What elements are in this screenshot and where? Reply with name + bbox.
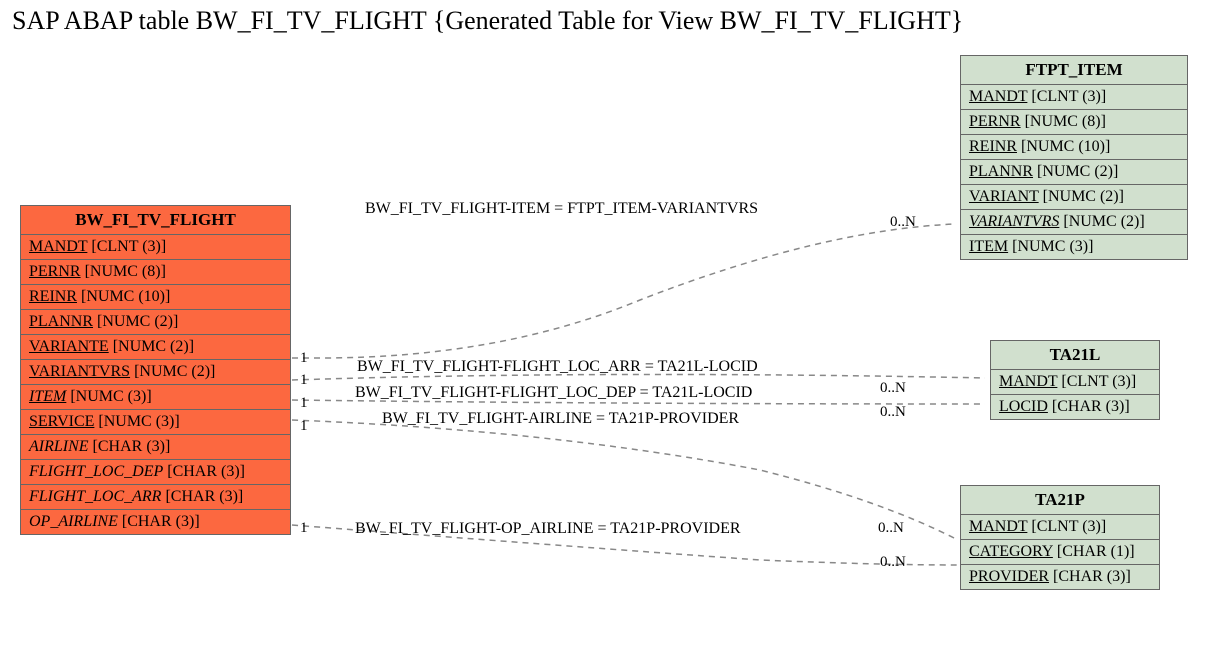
cardinality-left: 1: [300, 520, 308, 537]
relation-label: BW_FI_TV_FLIGHT-ITEM = FTPT_ITEM-VARIANT…: [365, 200, 758, 218]
entity-field: PERNR [NUMC (8)]: [21, 260, 290, 285]
field-name: VARIANTE: [29, 338, 109, 355]
field-name: PLANNR: [969, 163, 1033, 180]
entity-field: FLIGHT_LOC_DEP [CHAR (3)]: [21, 460, 290, 485]
entity-ta21l: TA21LMANDT [CLNT (3)]LOCID [CHAR (3)]: [990, 340, 1160, 420]
field-name: PERNR: [969, 113, 1021, 130]
field-type: [CHAR (3)]: [161, 488, 243, 505]
field-type: [CHAR (3)]: [118, 513, 200, 530]
field-name: MANDT: [969, 518, 1027, 535]
entity-header: FTPT_ITEM: [961, 56, 1187, 85]
field-name: REINR: [29, 288, 77, 305]
entity-field: LOCID [CHAR (3)]: [991, 395, 1159, 419]
field-type: [NUMC (2)]: [1033, 163, 1118, 180]
field-name: MANDT: [969, 88, 1027, 105]
page-title: SAP ABAP table BW_FI_TV_FLIGHT {Generate…: [12, 6, 963, 36]
relation-label: BW_FI_TV_FLIGHT-AIRLINE = TA21P-PROVIDER: [382, 410, 739, 428]
entity-field: AIRLINE [CHAR (3)]: [21, 435, 290, 460]
entity-ftpt-item: FTPT_ITEMMANDT [CLNT (3)]PERNR [NUMC (8)…: [960, 55, 1188, 260]
field-type: [NUMC (8)]: [1021, 113, 1106, 130]
entity-header: TA21P: [961, 486, 1159, 515]
cardinality-right: 0..N: [890, 214, 916, 231]
entity-field: PLANNR [NUMC (2)]: [961, 160, 1187, 185]
field-name: AIRLINE: [29, 438, 89, 455]
field-name: CATEGORY: [969, 543, 1053, 560]
field-type: [CLNT (3)]: [1027, 518, 1106, 535]
entity-field: FLIGHT_LOC_ARR [CHAR (3)]: [21, 485, 290, 510]
entity-field: ITEM [NUMC (3)]: [961, 235, 1187, 259]
cardinality-left: 1: [300, 395, 308, 412]
field-name: REINR: [969, 138, 1017, 155]
field-name: ITEM: [29, 388, 66, 405]
field-type: [CHAR (1)]: [1053, 543, 1135, 560]
entity-ta21p: TA21PMANDT [CLNT (3)]CATEGORY [CHAR (1)]…: [960, 485, 1160, 590]
field-type: [CHAR (3)]: [89, 438, 171, 455]
entity-field: PLANNR [NUMC (2)]: [21, 310, 290, 335]
cardinality-right: 0..N: [878, 520, 904, 537]
entity-field: REINR [NUMC (10)]: [21, 285, 290, 310]
cardinality-right: 0..N: [880, 554, 906, 571]
field-type: [NUMC (2)]: [1039, 188, 1124, 205]
entity-field: MANDT [CLNT (3)]: [991, 370, 1159, 395]
field-name: VARIANT: [969, 188, 1039, 205]
field-type: [NUMC (10)]: [1017, 138, 1110, 155]
field-type: [NUMC (2)]: [130, 363, 215, 380]
field-name: VARIANTVRS: [969, 213, 1059, 230]
field-type: [CLNT (3)]: [1057, 373, 1136, 390]
field-type: [NUMC (8)]: [81, 263, 166, 280]
entity-field: REINR [NUMC (10)]: [961, 135, 1187, 160]
field-name: SERVICE: [29, 413, 94, 430]
field-name: LOCID: [999, 398, 1048, 415]
entity-field: VARIANTVRS [NUMC (2)]: [21, 360, 290, 385]
field-type: [CHAR (3)]: [163, 463, 245, 480]
entity-field: VARIANTVRS [NUMC (2)]: [961, 210, 1187, 235]
field-type: [NUMC (3)]: [66, 388, 151, 405]
entity-field: VARIANTE [NUMC (2)]: [21, 335, 290, 360]
relation-label: BW_FI_TV_FLIGHT-OP_AIRLINE = TA21P-PROVI…: [355, 520, 741, 538]
entity-field: MANDT [CLNT (3)]: [961, 515, 1159, 540]
cardinality-right: 0..N: [880, 404, 906, 421]
entity-field: ITEM [NUMC (3)]: [21, 385, 290, 410]
entity-header: TA21L: [991, 341, 1159, 370]
field-type: [CLNT (3)]: [1027, 88, 1106, 105]
cardinality-left: 1: [300, 418, 308, 435]
entity-header: BW_FI_TV_FLIGHT: [21, 206, 290, 235]
field-name: MANDT: [29, 238, 87, 255]
entity-field: CATEGORY [CHAR (1)]: [961, 540, 1159, 565]
entity-field: MANDT [CLNT (3)]: [961, 85, 1187, 110]
entity-field: OP_AIRLINE [CHAR (3)]: [21, 510, 290, 534]
field-name: VARIANTVRS: [29, 363, 130, 380]
field-type: [CHAR (3)]: [1049, 568, 1131, 585]
field-name: FLIGHT_LOC_ARR: [29, 488, 161, 505]
entity-field: MANDT [CLNT (3)]: [21, 235, 290, 260]
cardinality-left: 1: [300, 372, 308, 389]
cardinality-right: 0..N: [880, 380, 906, 397]
entity-bw-fi-tv-flight: BW_FI_TV_FLIGHTMANDT [CLNT (3)]PERNR [NU…: [20, 205, 291, 535]
field-type: [NUMC (2)]: [1059, 213, 1144, 230]
field-type: [NUMC (2)]: [93, 313, 178, 330]
entity-field: VARIANT [NUMC (2)]: [961, 185, 1187, 210]
entity-field: PROVIDER [CHAR (3)]: [961, 565, 1159, 589]
edge: [292, 224, 955, 358]
field-name: OP_AIRLINE: [29, 513, 118, 530]
field-name: PROVIDER: [969, 568, 1049, 585]
field-type: [NUMC (2)]: [109, 338, 194, 355]
entity-field: PERNR [NUMC (8)]: [961, 110, 1187, 135]
field-name: MANDT: [999, 373, 1057, 390]
field-name: ITEM: [969, 238, 1008, 255]
field-type: [NUMC (10)]: [77, 288, 170, 305]
field-type: [NUMC (3)]: [94, 413, 179, 430]
field-type: [NUMC (3)]: [1008, 238, 1093, 255]
entity-field: SERVICE [NUMC (3)]: [21, 410, 290, 435]
field-name: FLIGHT_LOC_DEP: [29, 463, 163, 480]
field-type: [CHAR (3)]: [1048, 398, 1130, 415]
field-type: [CLNT (3)]: [87, 238, 166, 255]
cardinality-left: 1: [300, 350, 308, 367]
field-name: PERNR: [29, 263, 81, 280]
field-name: PLANNR: [29, 313, 93, 330]
relation-label: BW_FI_TV_FLIGHT-FLIGHT_LOC_ARR = TA21L-L…: [357, 358, 758, 376]
relation-label: BW_FI_TV_FLIGHT-FLIGHT_LOC_DEP = TA21L-L…: [355, 384, 752, 402]
